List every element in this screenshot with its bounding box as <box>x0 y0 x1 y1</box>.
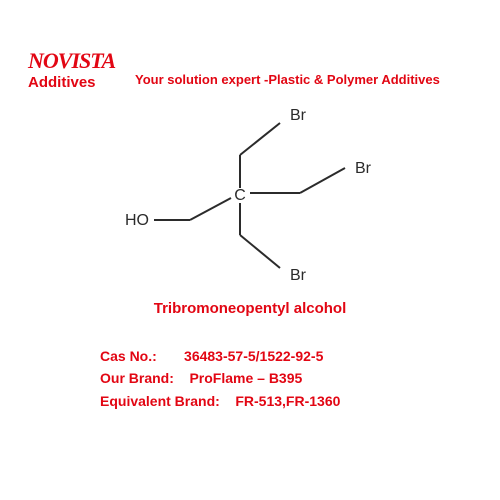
compound-name: Tribromoneopentyl alcohol <box>0 300 500 317</box>
equiv-row: Equivalent Brand: FR-513,FR-1360 <box>100 390 340 412</box>
svg-text:Br: Br <box>355 160 372 177</box>
equiv-value: FR-513,FR-1360 <box>235 393 340 409</box>
cas-row: Cas No.: 36483-57-5/1522-92-5 <box>100 345 340 367</box>
brand-value: ProFlame – B395 <box>189 370 302 386</box>
tagline-text: Your solution expert -Plastic & Polymer … <box>135 72 440 87</box>
equiv-label: Equivalent Brand: <box>100 393 220 409</box>
additives-label: Additives <box>28 74 96 91</box>
brand-logo: NOVISTA <box>28 48 115 74</box>
info-block: Cas No.: 36483-57-5/1522-92-5 Our Brand:… <box>100 345 340 412</box>
svg-text:HO: HO <box>125 212 149 229</box>
cas-value: 36483-57-5/1522-92-5 <box>184 348 323 364</box>
svg-text:C: C <box>234 187 246 204</box>
brand-row: Our Brand: ProFlame – B395 <box>100 367 340 389</box>
cas-label: Cas No.: <box>100 348 157 364</box>
svg-text:Br: Br <box>290 267 307 284</box>
brand-label: Our Brand: <box>100 370 174 386</box>
chemical-structure-diagram: C Br Br Br HO <box>120 100 400 295</box>
svg-text:Br: Br <box>290 107 307 124</box>
